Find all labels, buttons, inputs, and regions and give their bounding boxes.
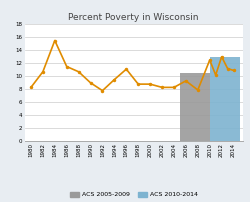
Title: Percent Poverty in Wisconsin: Percent Poverty in Wisconsin <box>68 13 199 22</box>
Bar <box>180 73 210 141</box>
Legend: ACS 2005-2009, ACS 2010-2014: ACS 2005-2009, ACS 2010-2014 <box>67 189 200 200</box>
Bar <box>210 57 240 141</box>
